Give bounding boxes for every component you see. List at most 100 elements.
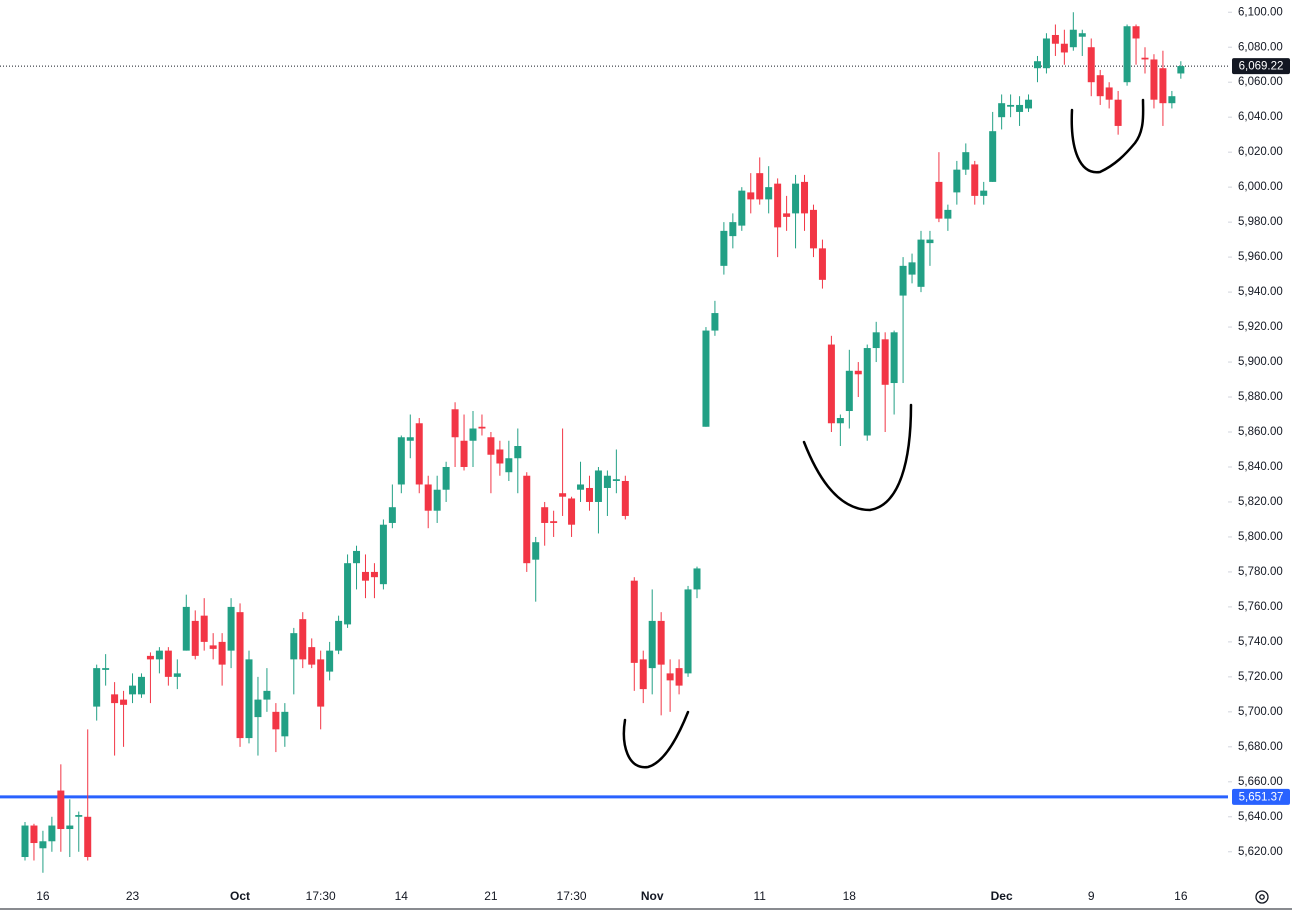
candle-body bbox=[998, 103, 1006, 118]
candle-body bbox=[1087, 47, 1095, 83]
x-tick-label: 17:30 bbox=[306, 889, 336, 903]
candle-body bbox=[433, 489, 441, 511]
candle-body bbox=[792, 183, 800, 214]
candle-body bbox=[442, 466, 450, 490]
candle-body bbox=[783, 213, 791, 217]
settings-button[interactable] bbox=[1255, 890, 1269, 904]
candle-body bbox=[935, 181, 943, 219]
y-tick-label: 5,740.00 bbox=[1238, 636, 1283, 648]
candle-body bbox=[585, 487, 593, 502]
candle-body bbox=[899, 265, 907, 296]
candle-body bbox=[1042, 38, 1050, 69]
candle-body bbox=[1132, 26, 1140, 39]
candle-body bbox=[612, 479, 620, 481]
candle-body bbox=[191, 620, 199, 656]
candle-body bbox=[1177, 66, 1185, 74]
candle-body bbox=[711, 313, 719, 331]
price-line-label-box bbox=[1232, 788, 1290, 805]
candle-body bbox=[406, 437, 414, 441]
candle-body bbox=[487, 437, 495, 455]
candle-body bbox=[326, 650, 334, 672]
y-tick-label: 6,040.00 bbox=[1238, 111, 1283, 123]
candle-body bbox=[39, 841, 47, 849]
y-tick-label: 5,960.00 bbox=[1238, 251, 1283, 263]
candle-body bbox=[1025, 99, 1033, 109]
y-tick-label: 5,760.00 bbox=[1238, 601, 1283, 613]
candle-body bbox=[684, 589, 692, 674]
candle-body bbox=[845, 370, 853, 412]
x-tick-label: Oct bbox=[230, 889, 250, 903]
candle-body bbox=[111, 694, 119, 704]
candle-body bbox=[648, 620, 656, 669]
candle-body bbox=[971, 164, 979, 196]
candle-body bbox=[469, 428, 477, 441]
gear-inner bbox=[1259, 894, 1265, 900]
candle-body bbox=[809, 209, 817, 249]
candle-body bbox=[1150, 59, 1158, 100]
candle-body bbox=[155, 650, 163, 660]
candle-body bbox=[84, 816, 92, 858]
candle-body bbox=[603, 475, 611, 488]
candle-body bbox=[836, 418, 844, 424]
x-tick-label: 11 bbox=[753, 889, 766, 903]
candle-body bbox=[765, 187, 773, 200]
candle-body bbox=[1033, 61, 1041, 69]
candle-body bbox=[75, 815, 83, 817]
x-tick-label: 16 bbox=[36, 889, 50, 903]
y-tick-label: 5,800.00 bbox=[1238, 531, 1283, 543]
candle-body bbox=[639, 659, 647, 690]
candle-body bbox=[137, 676, 145, 695]
candle-body bbox=[541, 507, 549, 523]
candle-body bbox=[370, 571, 378, 578]
candle-body bbox=[146, 655, 154, 660]
candle-body bbox=[514, 445, 522, 459]
candle-body bbox=[577, 484, 585, 490]
candle-body bbox=[881, 339, 889, 385]
candle-body bbox=[863, 348, 871, 436]
candle-body bbox=[926, 239, 934, 244]
candle-body bbox=[1123, 26, 1131, 83]
candle-body bbox=[559, 493, 567, 497]
y-tick-label: 5,980.00 bbox=[1238, 216, 1283, 228]
candle-body bbox=[263, 690, 271, 700]
hand-drawn-arc bbox=[802, 403, 913, 512]
y-tick-label: 6,020.00 bbox=[1238, 146, 1283, 158]
x-tick-label: 17:30 bbox=[557, 889, 587, 903]
candle-body bbox=[568, 498, 576, 525]
candle-body bbox=[120, 699, 128, 705]
candle-body bbox=[57, 790, 65, 830]
candle-body bbox=[621, 480, 629, 516]
annotations bbox=[622, 98, 1145, 769]
candle-body bbox=[200, 615, 208, 642]
candle-body bbox=[675, 668, 683, 686]
candle-body bbox=[1114, 99, 1122, 126]
candle-body bbox=[505, 458, 513, 473]
candle-body bbox=[353, 550, 361, 564]
candle-body bbox=[729, 222, 737, 237]
candle-body bbox=[227, 606, 235, 651]
candle-body bbox=[451, 409, 459, 438]
price-line-label: 5,651.37 bbox=[1239, 791, 1284, 803]
candle-body bbox=[1096, 75, 1104, 97]
y-tick-label: 5,720.00 bbox=[1238, 671, 1283, 683]
candle-body bbox=[1078, 33, 1086, 37]
candle-body bbox=[460, 440, 468, 467]
candle-body bbox=[738, 190, 746, 226]
candle-body bbox=[424, 484, 432, 511]
candle-body bbox=[173, 673, 181, 677]
candle-body bbox=[702, 330, 710, 427]
candle-body bbox=[550, 521, 558, 523]
candle-body bbox=[756, 173, 764, 200]
y-tick-label: 5,640.00 bbox=[1238, 811, 1283, 823]
candle-body bbox=[693, 568, 701, 590]
candle-body bbox=[774, 183, 782, 228]
candle-body bbox=[953, 169, 961, 193]
candle-body bbox=[388, 507, 396, 523]
candle-body bbox=[344, 563, 352, 625]
price-line-label: 6,069.22 bbox=[1239, 61, 1284, 73]
candle-body bbox=[908, 262, 916, 275]
x-tick-label: 23 bbox=[126, 889, 140, 903]
candle-body bbox=[989, 131, 997, 182]
